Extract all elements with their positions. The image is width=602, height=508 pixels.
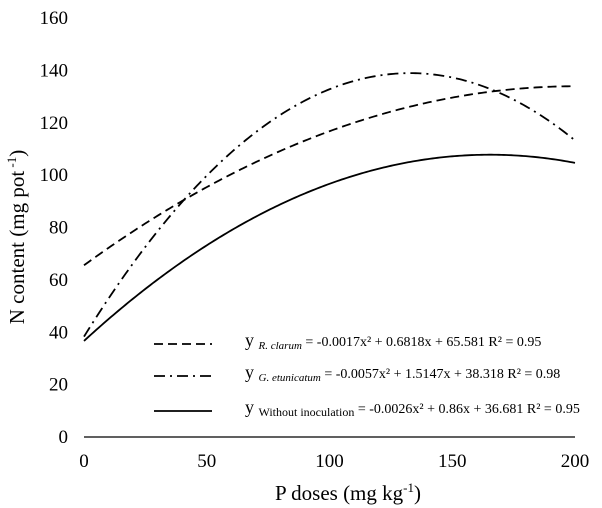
y-tick-label: 80 (49, 218, 68, 239)
legend: y R. clarum = -0.0017x² + 0.6818x + 65.5… (154, 330, 580, 419)
y-tick-label: 20 (49, 375, 68, 396)
y-tick-label: 120 (40, 113, 69, 134)
x-tick-label: 50 (197, 451, 216, 472)
y-tick-label: 60 (49, 270, 68, 291)
legend-label-r-clarum: y R. clarum = -0.0017x² + 0.6818x + 65.5… (245, 330, 541, 352)
x-tick-label: 0 (79, 451, 89, 472)
x-axis-title: P doses (mg kg-1) (275, 480, 421, 505)
curves (83, 72, 576, 342)
series-line-without-inoculation (83, 153, 576, 342)
tick-labels: 0 20 40 60 80 100 120 140 160 0 50 100 150 200 (40, 8, 590, 472)
legend-label-g-etunicatum: y G. etunicatum = -0.0057x² + 1.5147x + … (245, 362, 560, 384)
legend-item-r-clarum: y R. clarum = -0.0017x² + 0.6818x + 65.5… (154, 330, 541, 352)
y-tick-label: 160 (40, 8, 69, 29)
y-tick-label: 100 (40, 165, 69, 186)
y-tick-label: 40 (49, 322, 68, 343)
series-line-g-etunicatum (83, 72, 576, 338)
x-tick-label: 200 (561, 451, 590, 472)
legend-item-g-etunicatum: y G. etunicatum = -0.0057x² + 1.5147x + … (154, 362, 560, 384)
legend-item-without-inoculation: y Without inoculation = -0.0026x² + 0.86… (154, 397, 580, 419)
x-tick-label: 150 (438, 451, 467, 472)
y-axis-title: N content (mg pot -1) (4, 150, 29, 324)
series-line-r-clarum (83, 85, 576, 266)
y-tick-label: 140 (40, 60, 69, 81)
x-tick-label: 100 (315, 451, 344, 472)
legend-label-without-inoculation: y Without inoculation = -0.0026x² + 0.86… (245, 397, 580, 419)
y-tick-label: 0 (59, 427, 69, 448)
